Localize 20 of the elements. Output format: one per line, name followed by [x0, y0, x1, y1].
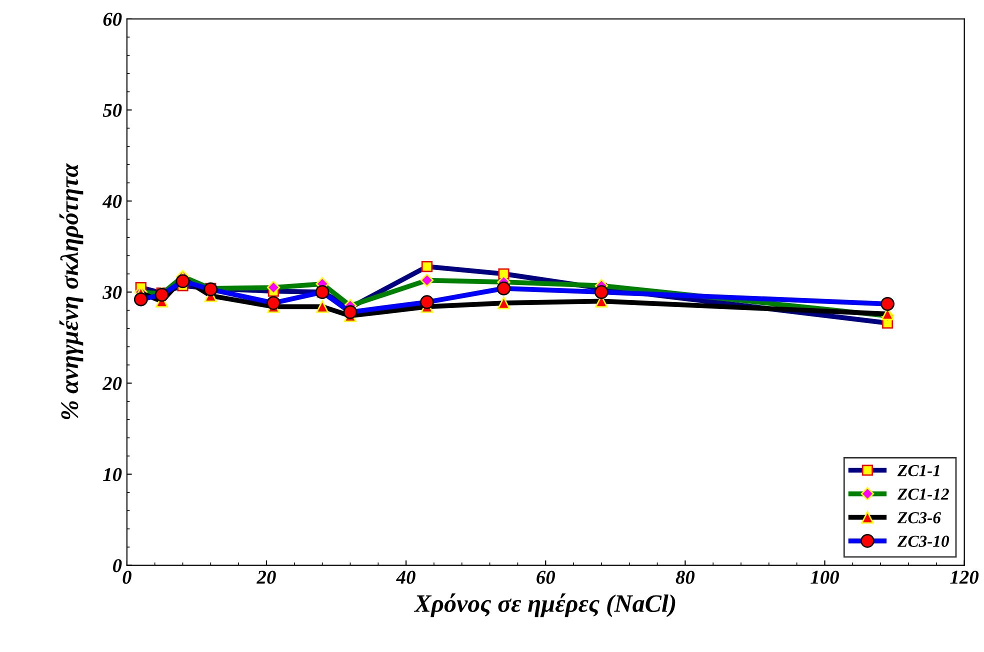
- x-tick-label: 40: [396, 570, 416, 584]
- x-axis-title: Χρόνος σε ημέρες (NaCl): [414, 593, 676, 618]
- y-tick-label: 40: [102, 194, 122, 208]
- x-tick-label: 100: [810, 570, 839, 584]
- x-tick-label: 20: [256, 570, 276, 584]
- y-tick-label: 0: [113, 559, 122, 572]
- legend-label: ZC3-10: [897, 536, 950, 547]
- y-tick-label: 20: [102, 376, 122, 390]
- legend-label: ZC1-12: [897, 488, 949, 500]
- x-tick-label: 60: [536, 570, 556, 584]
- x-tick-label: 120: [950, 570, 979, 584]
- y-tick-label: 50: [102, 104, 122, 117]
- y-axis-title: % ανηγμένη σκληρότητα: [59, 163, 84, 420]
- x-tick-label: 80: [676, 570, 695, 584]
- legend-label: ZC1-1: [897, 465, 940, 476]
- legend-label: ZC3-6: [897, 512, 941, 524]
- y-tick-label: 10: [103, 468, 122, 482]
- y-tick-label: 30: [102, 286, 122, 300]
- x-tick-label: 0: [122, 570, 132, 584]
- y-tick-label: 60: [103, 12, 122, 26]
